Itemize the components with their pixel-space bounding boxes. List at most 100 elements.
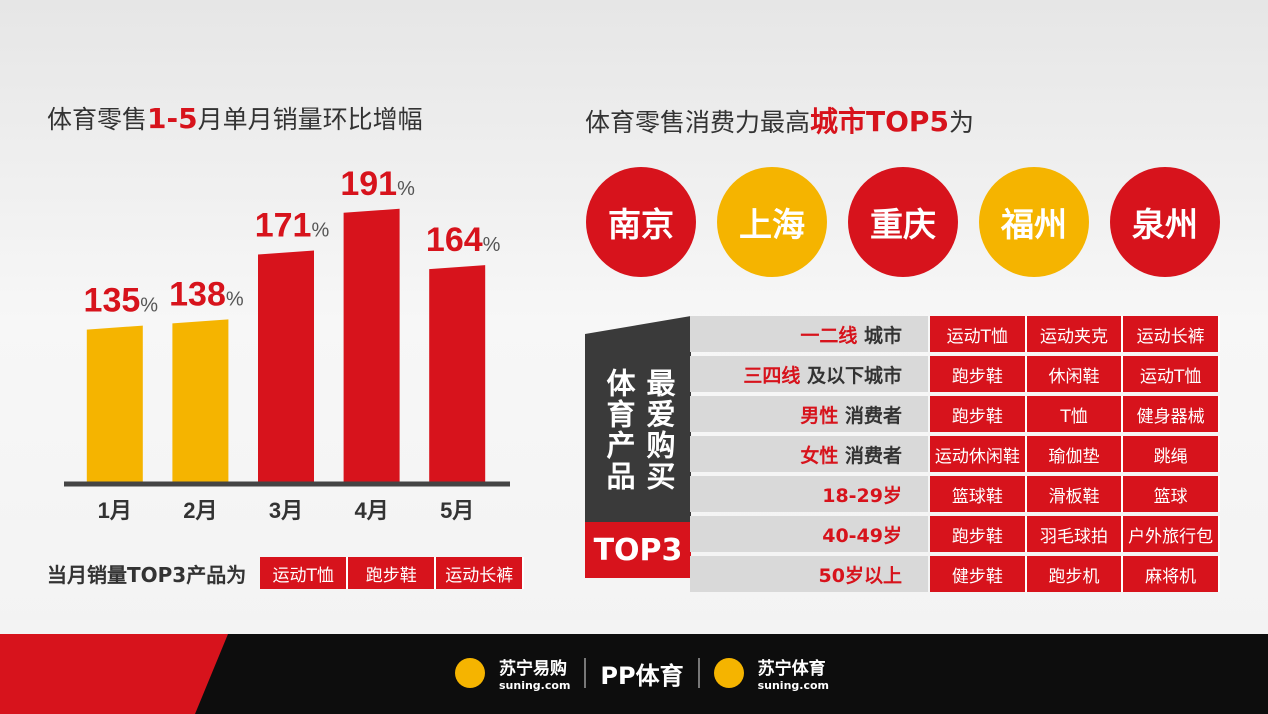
row-items: 跑步鞋 休闲鞋 运动T恤 bbox=[930, 356, 1221, 392]
value-label: 138% bbox=[169, 275, 244, 313]
right-title: 体育零售消费力最高城市TOP5为 bbox=[585, 100, 974, 140]
table-row: 40-49岁 跑步鞋 羽毛球拍 户外旅行包 bbox=[690, 516, 1221, 552]
row-items: 篮球鞋 滑板鞋 篮球 bbox=[930, 476, 1221, 512]
row-highlight: 男性 bbox=[800, 404, 839, 427]
row-items: 运动休闲鞋 瑜伽垫 跳绳 bbox=[930, 436, 1221, 472]
panel bbox=[585, 316, 691, 578]
table-row: 一二线 城市 运动T恤 运动夹克 运动长裤 bbox=[690, 316, 1221, 352]
value-label: 164% bbox=[426, 221, 501, 259]
title-highlight: 1-5 bbox=[147, 102, 198, 135]
row-highlight: 40-49岁 bbox=[822, 524, 902, 547]
title-part: 为 bbox=[948, 108, 974, 137]
bar bbox=[258, 250, 314, 482]
city: 泉州 bbox=[1110, 167, 1220, 277]
tag: 篮球 bbox=[1123, 476, 1221, 512]
tag: 跑步鞋 bbox=[348, 557, 437, 589]
row-items: 跑步鞋 T恤 健身器械 bbox=[930, 396, 1221, 432]
value-label: 135% bbox=[84, 282, 159, 320]
tag: T恤 bbox=[1026, 396, 1124, 432]
tag: 跑步鞋 bbox=[930, 516, 1027, 552]
title-part: 体育零售消费力最高 bbox=[585, 108, 811, 137]
tag-list: 运动T恤 跑步鞋 运动长裤 bbox=[260, 557, 525, 589]
x-tick-label: 4月 bbox=[354, 498, 388, 523]
footer-accent bbox=[0, 634, 228, 714]
tag: 健步鞋 bbox=[930, 556, 1027, 592]
x-tick-label: 5月 bbox=[440, 498, 474, 523]
bar bbox=[343, 208, 400, 482]
row-label: 男性 消费者 bbox=[690, 396, 928, 432]
logo-name: 苏宁易购 bbox=[499, 659, 567, 679]
title-highlight: 城市TOP5 bbox=[810, 105, 949, 138]
divider bbox=[697, 658, 700, 688]
row-label: 女性 消费者 bbox=[690, 436, 928, 472]
tag: 休闲鞋 bbox=[1026, 356, 1124, 392]
table-row: 三四线 及以下城市 跑步鞋 休闲鞋 运动T恤 bbox=[690, 356, 1221, 392]
row-highlight: 18-29岁 bbox=[822, 484, 902, 507]
logo-url: suning.com bbox=[757, 679, 829, 692]
logo: 苏宁体育 suning.com bbox=[758, 654, 829, 692]
city: 南京 bbox=[586, 167, 696, 277]
tag: 跑步机 bbox=[1026, 556, 1124, 592]
red-shape bbox=[0, 634, 228, 714]
tag: 户外旅行包 bbox=[1123, 516, 1221, 552]
city: 重庆 bbox=[848, 167, 958, 277]
tag: 运动T恤 bbox=[930, 316, 1027, 352]
tag: 运动夹克 bbox=[1026, 316, 1124, 352]
row-label: 18-29岁 bbox=[690, 476, 928, 512]
panel-badge: TOP3 bbox=[593, 532, 683, 568]
logo-name: 苏宁体育 bbox=[757, 659, 826, 679]
tag: 瑜伽垫 bbox=[1026, 436, 1124, 472]
x-tick-label: 1月 bbox=[98, 498, 132, 523]
tag: 跑步鞋 bbox=[930, 356, 1027, 392]
tag: 跳绳 bbox=[1123, 436, 1221, 472]
chart-title: 体育零售1-5月单月销量环比增幅 bbox=[47, 100, 423, 136]
title-part: 月单月销量环比增幅 bbox=[197, 105, 423, 134]
logo-icon bbox=[713, 658, 744, 688]
table-row: 18-29岁 篮球鞋 滑板鞋 篮球 bbox=[690, 476, 1221, 512]
city: 上海 bbox=[717, 167, 827, 277]
tag: 篮球鞋 bbox=[930, 476, 1027, 512]
table-row: 男性 消费者 跑步鞋 T恤 健身器械 bbox=[690, 396, 1221, 432]
table-row: 女性 消费者 运动休闲鞋 瑜伽垫 跳绳 bbox=[690, 436, 1221, 472]
tag: 健身器械 bbox=[1123, 396, 1221, 432]
bar bbox=[86, 325, 143, 482]
row-items: 跑步鞋 羽毛球拍 户外旅行包 bbox=[930, 516, 1221, 552]
table-row: 50岁以上 健步鞋 跑步机 麻将机 bbox=[690, 556, 1221, 592]
bar bbox=[429, 265, 486, 482]
tag: 运动长裤 bbox=[1123, 316, 1221, 352]
logo: 苏宁易购 suning.com bbox=[499, 654, 570, 692]
row-highlight: 50岁以上 bbox=[818, 564, 902, 587]
tag: 羽毛球拍 bbox=[1026, 516, 1124, 552]
row-highlight: 一二线 bbox=[800, 324, 858, 347]
panel-bg bbox=[585, 316, 691, 578]
logo-name: PP体育 bbox=[600, 661, 684, 690]
logo-icon bbox=[455, 658, 485, 688]
logos: 苏宁易购 suning.com PP体育 苏宁体育 suning.com bbox=[455, 654, 829, 692]
row-label: 50岁以上 bbox=[690, 556, 928, 592]
row-text: 消费者 bbox=[844, 444, 902, 467]
row-items: 运动T恤 运动夹克 运动长裤 bbox=[930, 316, 1221, 352]
panel-text: 体育产品 bbox=[602, 368, 636, 492]
value-label: 191% bbox=[340, 165, 415, 203]
row-text: 城市 bbox=[863, 324, 902, 347]
bar bbox=[172, 319, 229, 482]
city: 福州 bbox=[979, 167, 1089, 277]
row-text: 消费者 bbox=[844, 404, 902, 427]
row-items: 健步鞋 跑步机 麻将机 bbox=[930, 556, 1221, 592]
row-highlight: 女性 bbox=[800, 444, 839, 467]
tag: 运动休闲鞋 bbox=[930, 436, 1027, 472]
x-tick-label: 3月 bbox=[269, 498, 303, 523]
value-label: 171% bbox=[255, 206, 330, 244]
logo-url: suning.com bbox=[499, 679, 571, 692]
chart: 135% 1月 138% 2月 171% 3月 191% 4月 164% 5月 bbox=[64, 165, 510, 523]
row-label: 40-49岁 bbox=[690, 516, 928, 552]
top3-box bbox=[585, 522, 691, 578]
title-part: 体育零售 bbox=[47, 105, 148, 134]
row-label: 三四线 及以下城市 bbox=[690, 356, 928, 392]
top3-line: 当月销量TOP3产品为 运动T恤 跑步鞋 运动长裤 bbox=[47, 556, 525, 590]
x-tick-label: 2月 bbox=[183, 498, 217, 523]
divider bbox=[584, 658, 587, 688]
row-label: 一二线 城市 bbox=[690, 316, 928, 352]
tag: 麻将机 bbox=[1123, 556, 1221, 592]
